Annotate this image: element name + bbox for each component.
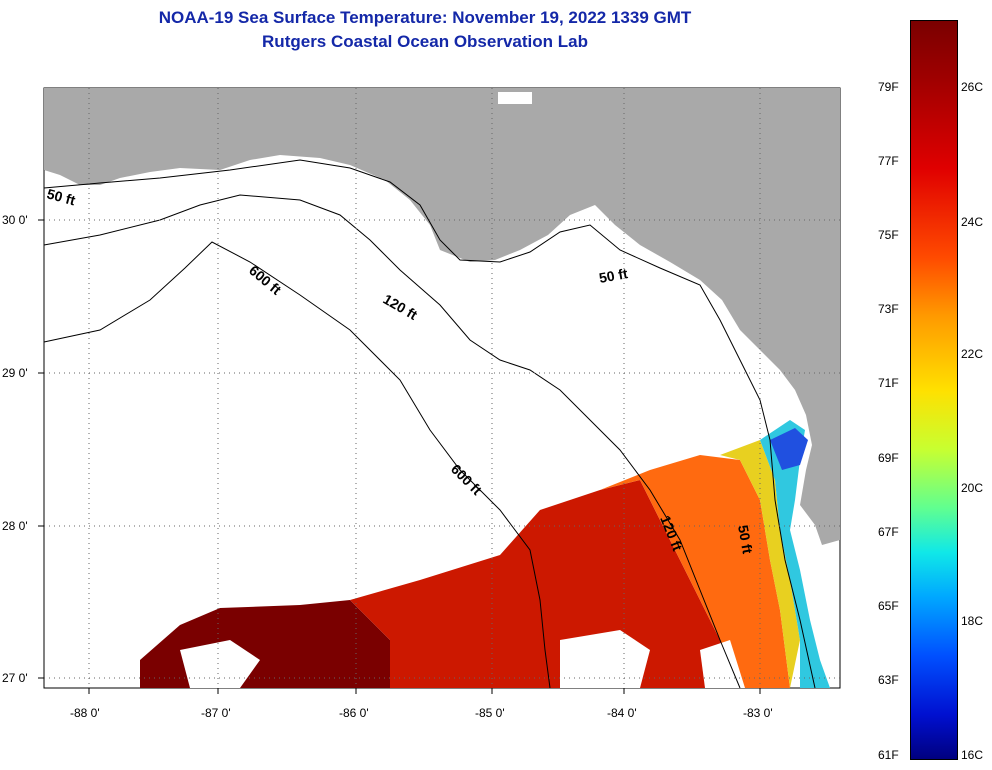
colorbar-f-label: 77F (878, 154, 899, 168)
contour-600ft (43, 241, 551, 689)
lat-label: 28 0' (2, 519, 28, 533)
colorbar-c-label: 22C (961, 347, 984, 361)
sst-swath-blue (770, 428, 808, 470)
lat-label: 30 0' (2, 213, 28, 227)
lon-label: -88 0' (70, 706, 100, 720)
graticule (44, 88, 840, 688)
colorbar-f-label: 71F (878, 376, 899, 390)
colorbar-c-label: 26C (961, 80, 984, 94)
colorbar-f-label: 61F (878, 748, 899, 762)
land-mass (44, 88, 840, 545)
colorbar-f-label: 79F (878, 80, 899, 94)
map-subtitle: Rutgers Coastal Ocean Observation Lab (262, 32, 588, 51)
lon-label: -84 0' (607, 706, 637, 720)
colorbar-f-label: 73F (878, 302, 899, 316)
lat-label: 29 0' (2, 366, 28, 380)
cloud-patch (498, 92, 532, 104)
contour-50ft (43, 159, 816, 689)
sst-swath-yellow (720, 440, 800, 688)
colorbar-c-label: 16C (961, 748, 984, 762)
lon-label: -86 0' (339, 706, 369, 720)
depth-label: 50 ft (45, 185, 77, 208)
map-title: NOAA-19 Sea Surface Temperature: Novembe… (158, 8, 692, 27)
lat-label: 27 0' (2, 671, 28, 685)
colorbar-f-label: 67F (878, 525, 899, 539)
colorbar-f-label: 63F (878, 673, 899, 687)
depth-label: 50 ft (598, 265, 629, 286)
lon-label: -85 0' (475, 706, 505, 720)
sst-swath-cyan (760, 420, 830, 688)
depth-label: 50 ft (735, 524, 756, 555)
lon-label: -87 0' (201, 706, 231, 720)
colorbar-c-label: 20C (961, 481, 984, 495)
temperature-colorbar (910, 20, 958, 760)
sst-swath-orange (600, 455, 790, 688)
sst-swath-red (350, 480, 740, 688)
colorbar-c-label: 24C (961, 215, 984, 229)
colorbar-f-label: 65F (878, 599, 899, 613)
lon-label: -83 0' (743, 706, 773, 720)
colorbar-f-label: 69F (878, 451, 899, 465)
contour-120ft (43, 194, 741, 689)
colorbar-f-label: 75F (878, 228, 899, 242)
colorbar-c-label: 18C (961, 614, 984, 628)
